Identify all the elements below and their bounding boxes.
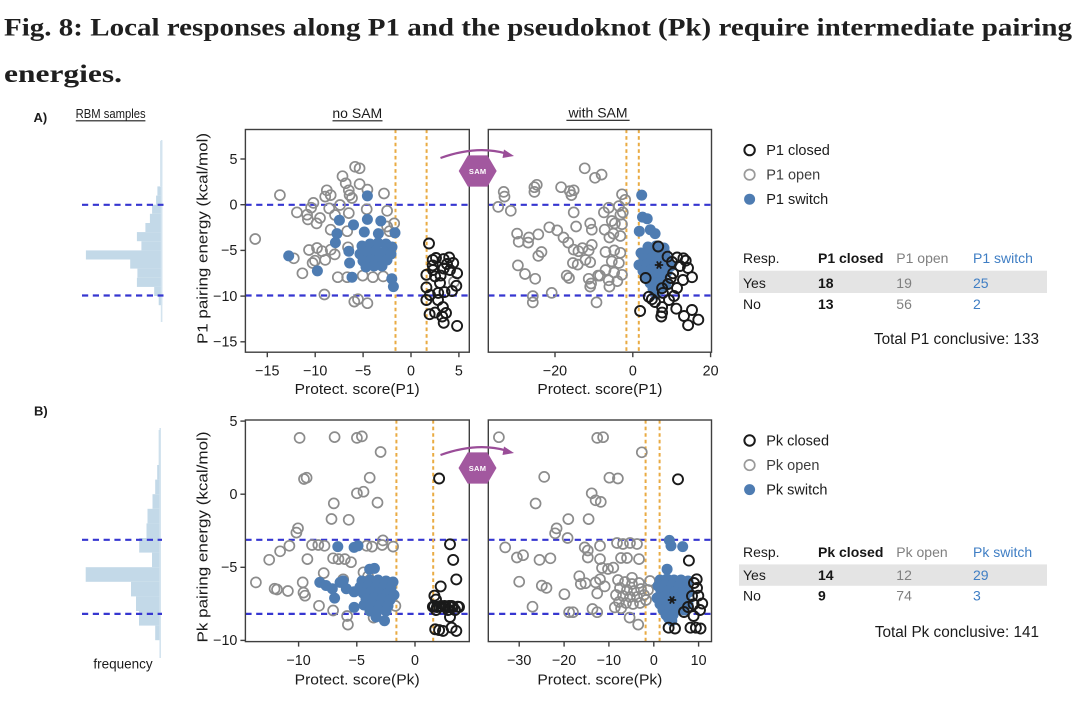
svg-text:Total P1 conclusive: 133: Total P1 conclusive: 133 bbox=[874, 331, 1039, 348]
svg-text:18: 18 bbox=[818, 275, 834, 291]
svg-text:Pk switch: Pk switch bbox=[973, 544, 1032, 560]
svg-text:A): A) bbox=[34, 110, 48, 125]
svg-text:SAM: SAM bbox=[469, 464, 487, 473]
svg-text:0: 0 bbox=[650, 653, 658, 669]
svg-text:2: 2 bbox=[973, 296, 981, 312]
svg-text:Pk closed: Pk closed bbox=[818, 544, 883, 560]
svg-text:Yes: Yes bbox=[743, 275, 766, 291]
svg-text:0: 0 bbox=[629, 364, 637, 380]
svg-text:0: 0 bbox=[229, 487, 237, 503]
svg-text:56: 56 bbox=[896, 296, 912, 312]
svg-text:−20: −20 bbox=[552, 653, 576, 669]
svg-text:Total Pk conclusive: 141: Total Pk conclusive: 141 bbox=[875, 624, 1039, 641]
svg-text:Protect. score(P1): Protect. score(P1) bbox=[295, 382, 420, 398]
svg-text:−20: −20 bbox=[543, 364, 567, 380]
svg-text:Pk pairing energy (kcal/mol): Pk pairing energy (kcal/mol) bbox=[196, 432, 212, 643]
svg-text:P1 pairing energy (kcal/mol): P1 pairing energy (kcal/mol) bbox=[196, 133, 212, 344]
svg-text:14: 14 bbox=[818, 567, 834, 583]
svg-text:No: No bbox=[743, 296, 761, 312]
svg-text:RBM samples: RBM samples bbox=[76, 107, 146, 121]
svg-text:10: 10 bbox=[691, 653, 707, 669]
svg-text:3: 3 bbox=[973, 588, 981, 604]
svg-text:−10: −10 bbox=[286, 653, 310, 669]
svg-text:P1 closed: P1 closed bbox=[818, 250, 883, 266]
svg-text:0: 0 bbox=[407, 364, 415, 380]
svg-text:−15: −15 bbox=[255, 364, 279, 380]
svg-text:−5: −5 bbox=[355, 364, 371, 380]
svg-text:0: 0 bbox=[411, 653, 419, 669]
svg-text:No: No bbox=[743, 588, 761, 604]
svg-text:−10: −10 bbox=[213, 633, 237, 649]
svg-text:Resp.: Resp. bbox=[743, 544, 780, 560]
svg-text:B): B) bbox=[34, 404, 48, 419]
svg-text:Pk open: Pk open bbox=[766, 458, 819, 474]
svg-text:−10: −10 bbox=[597, 653, 621, 669]
svg-text:Protect. score(P1): Protect. score(P1) bbox=[537, 382, 662, 398]
svg-text:−5: −5 bbox=[221, 560, 237, 576]
svg-text:19: 19 bbox=[896, 275, 912, 291]
svg-text:74: 74 bbox=[896, 588, 912, 604]
svg-text:0: 0 bbox=[229, 198, 237, 214]
svg-text:−10: −10 bbox=[303, 364, 327, 380]
svg-text:Yes: Yes bbox=[743, 567, 766, 583]
svg-text:SAM: SAM bbox=[469, 167, 487, 176]
svg-text:20: 20 bbox=[703, 364, 719, 380]
svg-text:Pk switch: Pk switch bbox=[766, 483, 827, 499]
svg-text:12: 12 bbox=[896, 567, 912, 583]
svg-text:25: 25 bbox=[973, 275, 989, 291]
svg-text:Protect. score(Pk): Protect. score(Pk) bbox=[537, 673, 662, 689]
svg-text:frequency: frequency bbox=[93, 657, 153, 672]
svg-text:no SAM: no SAM bbox=[332, 105, 382, 121]
svg-text:−30: −30 bbox=[507, 653, 531, 669]
svg-text:Fig. 8: Local responses along: Fig. 8: Local responses along P1 and the… bbox=[4, 13, 1072, 42]
svg-text:5: 5 bbox=[229, 414, 237, 430]
svg-text:−15: −15 bbox=[213, 335, 237, 351]
svg-text:P1 switch: P1 switch bbox=[973, 250, 1033, 266]
svg-text:5: 5 bbox=[229, 152, 237, 168]
svg-text:P1 open: P1 open bbox=[766, 168, 820, 184]
svg-text:Pk closed: Pk closed bbox=[766, 433, 829, 449]
svg-text:5: 5 bbox=[455, 364, 463, 380]
svg-text:29: 29 bbox=[973, 567, 989, 583]
svg-text:9: 9 bbox=[818, 588, 826, 604]
svg-text:−5: −5 bbox=[349, 653, 365, 669]
svg-text:−10: −10 bbox=[213, 289, 237, 305]
svg-text:P1 closed: P1 closed bbox=[766, 143, 830, 159]
svg-text:with SAM: with SAM bbox=[567, 105, 627, 121]
svg-text:P1 open: P1 open bbox=[896, 250, 948, 266]
svg-text:energies.: energies. bbox=[4, 59, 122, 88]
svg-text:Pk open: Pk open bbox=[896, 544, 947, 560]
svg-text:Protect. score(Pk): Protect. score(Pk) bbox=[295, 673, 420, 689]
svg-text:P1 switch: P1 switch bbox=[766, 192, 828, 208]
svg-text:Resp.: Resp. bbox=[743, 250, 780, 266]
svg-text:13: 13 bbox=[818, 296, 834, 312]
svg-text:−5: −5 bbox=[221, 243, 237, 259]
